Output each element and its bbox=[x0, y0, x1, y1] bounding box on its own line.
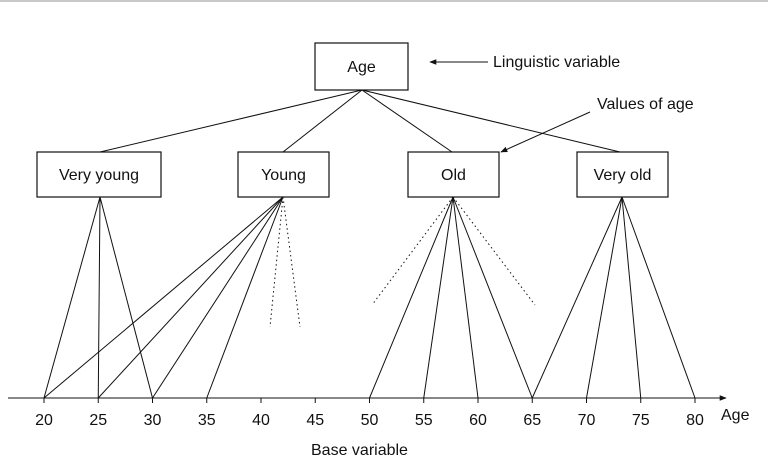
axis-tick-label: 40 bbox=[252, 412, 270, 429]
root-node: Age bbox=[314, 42, 409, 91]
top-rule bbox=[0, 0, 768, 2]
value-node-label: Young bbox=[261, 167, 306, 184]
values-of-age-arrow bbox=[500, 111, 591, 153]
very-young-membership-line bbox=[43, 196, 101, 399]
value-node-label: Very old bbox=[594, 167, 652, 184]
old-membership-line bbox=[423, 196, 454, 399]
root-to-very-old-line bbox=[361, 89, 621, 153]
root-to-old-line bbox=[361, 89, 453, 153]
young-membership-line bbox=[206, 196, 284, 399]
root-node-label: Age bbox=[347, 59, 376, 76]
old-dotted-fan-line bbox=[452, 196, 536, 306]
axis-tick-label: 80 bbox=[686, 412, 704, 429]
axis-tick-label: 70 bbox=[578, 412, 596, 429]
axis-tick-label: 50 bbox=[361, 412, 379, 429]
axis-tick-labels: 20 25 30 35 40 45 50 55 60 65 70 75 80 bbox=[35, 412, 704, 429]
values-of-age-label: Values of age bbox=[597, 96, 694, 113]
axis-tick-label: 20 bbox=[35, 412, 53, 429]
axis-tick-label: 30 bbox=[144, 412, 162, 429]
value-node-label: Very young bbox=[59, 167, 139, 184]
value-node-old: Old bbox=[407, 151, 500, 198]
very-young-membership-line bbox=[99, 196, 153, 399]
value-node-box bbox=[36, 151, 162, 198]
root-to-young-line bbox=[282, 89, 363, 153]
very-old-membership-line bbox=[621, 196, 642, 399]
axis-tick-marks bbox=[43, 398, 696, 403]
axis-tick-label: 60 bbox=[469, 412, 487, 429]
old-membership-line bbox=[452, 196, 533, 399]
value-node-young: Young bbox=[237, 151, 330, 198]
very-old-membership-line bbox=[586, 196, 623, 399]
young-membership-line bbox=[97, 196, 284, 399]
axis-tick-label: 35 bbox=[198, 412, 216, 429]
value-node-label: Old bbox=[441, 167, 466, 184]
old-membership-line bbox=[452, 196, 479, 399]
linguistic-variable-label: Linguistic variable bbox=[493, 54, 620, 71]
axis-tick-label: 25 bbox=[89, 412, 107, 429]
value-node-box bbox=[576, 151, 669, 198]
value-node-very-young: Very young bbox=[36, 151, 162, 198]
axis-tick-label: 45 bbox=[306, 412, 324, 429]
root-to-very-young-line bbox=[99, 89, 363, 153]
base-variable-label: Base variable bbox=[311, 442, 408, 459]
membership-fan-lines bbox=[43, 196, 696, 399]
axis-tick-label: 55 bbox=[415, 412, 433, 429]
value-node-box bbox=[237, 151, 330, 198]
tree-connectors bbox=[99, 89, 621, 153]
very-old-membership-line bbox=[621, 196, 696, 399]
value-node-very-old: Very old bbox=[576, 151, 669, 198]
very-old-membership-line bbox=[531, 196, 623, 399]
young-dotted-fan-line bbox=[282, 196, 301, 328]
axis-tick-label: 75 bbox=[632, 412, 650, 429]
old-dotted-fan-line bbox=[371, 196, 454, 306]
root-node-box bbox=[314, 42, 409, 91]
axis-label: Age bbox=[721, 407, 750, 424]
very-young-membership-line bbox=[97, 196, 101, 399]
axis-tick-label: 65 bbox=[523, 412, 541, 429]
old-membership-line bbox=[369, 196, 454, 399]
young-membership-line bbox=[152, 196, 284, 399]
value-node-box bbox=[407, 151, 500, 198]
young-membership-line bbox=[43, 196, 284, 399]
young-dotted-fan-line bbox=[269, 196, 284, 328]
